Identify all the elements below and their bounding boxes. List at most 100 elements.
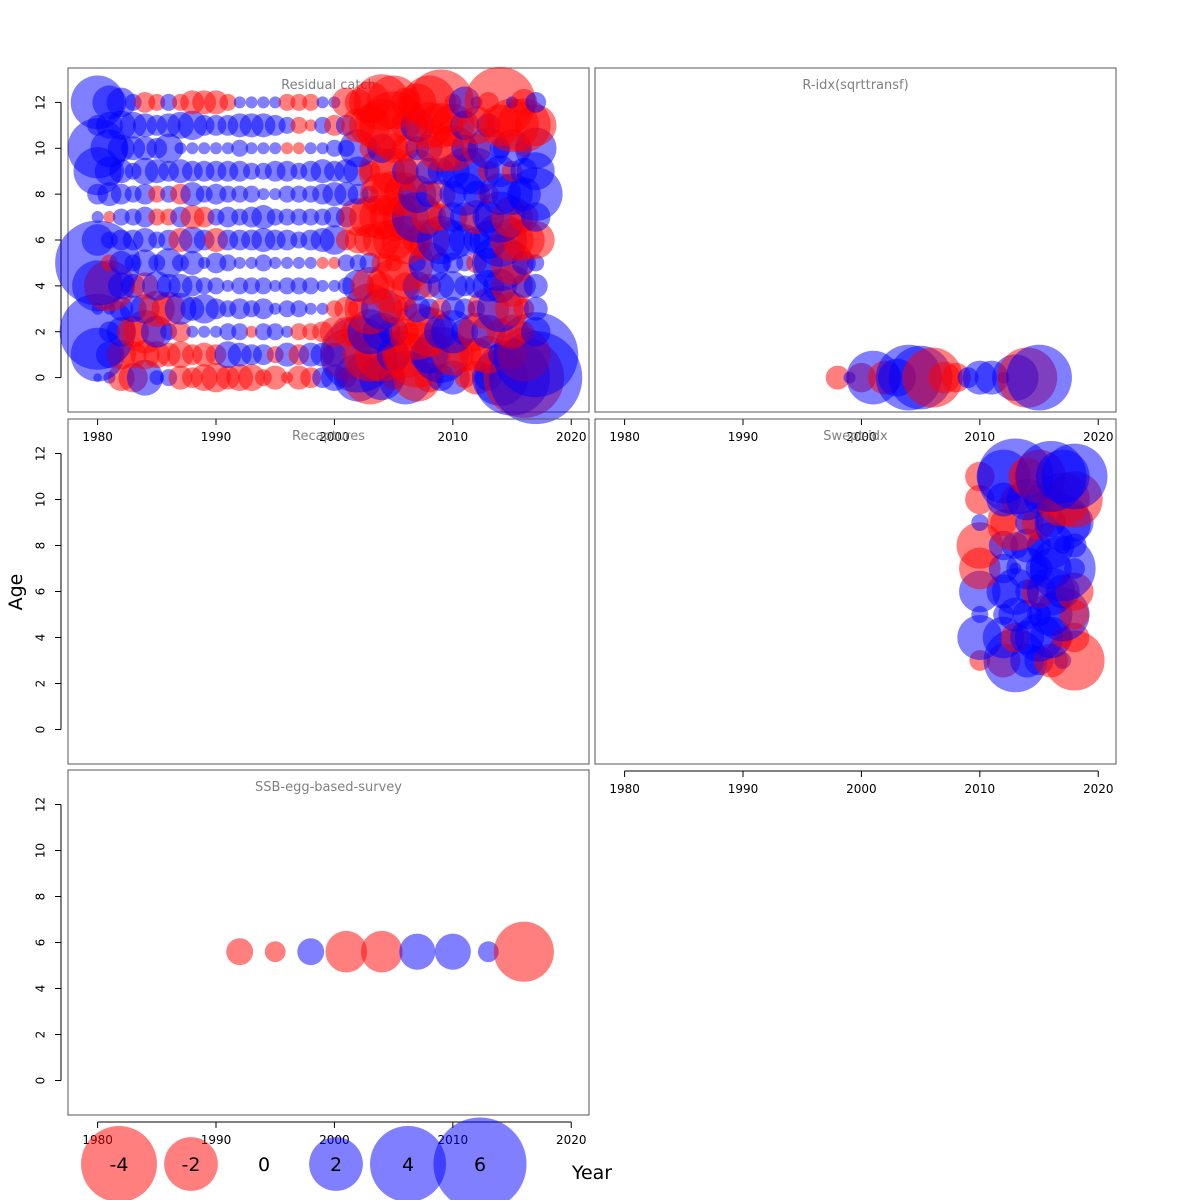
x-axis-title: Year xyxy=(571,1162,612,1184)
residual-bubble xyxy=(112,208,130,226)
x-tick-label: 2020 xyxy=(556,1133,587,1147)
y-tick-label: 6 xyxy=(34,939,48,947)
y-tick-label: 12 xyxy=(34,446,48,461)
legend-bubble xyxy=(81,1126,157,1200)
residual-bubble xyxy=(408,69,474,136)
residual-bubble xyxy=(304,302,317,315)
legend-label: -2 xyxy=(182,1154,201,1176)
panel-title: R-idx(sqrttransf) xyxy=(802,78,908,93)
residual-bubble xyxy=(278,277,296,295)
size-legend: -4 -2 0 2 4 6 xyxy=(81,1117,527,1200)
residual-bubble xyxy=(207,277,225,295)
residual-bubble xyxy=(281,325,294,338)
residual-bubble xyxy=(281,256,294,269)
residual-bubble xyxy=(243,185,261,203)
residual-bubble xyxy=(302,208,320,226)
x-tick-label: 2020 xyxy=(1083,430,1114,444)
residual-bubble xyxy=(243,162,261,180)
legend-label: 2 xyxy=(330,1154,342,1176)
residual-bubble xyxy=(269,96,282,109)
legend-label: -4 xyxy=(110,1154,129,1176)
legend-bubble xyxy=(370,1126,446,1200)
residual-bubble xyxy=(106,87,137,118)
x-tick-label: 1990 xyxy=(201,1133,232,1147)
residual-bubble xyxy=(257,188,270,201)
residual-bubble xyxy=(198,325,211,338)
residual-bubble xyxy=(477,941,499,963)
panel-title: Swept-idx xyxy=(823,429,888,444)
residual-bubble xyxy=(257,96,270,109)
residual-bubble xyxy=(325,930,368,973)
x-tick-label: 2020 xyxy=(556,430,587,444)
residual-bubble xyxy=(290,323,308,341)
residual-bubble xyxy=(153,133,184,163)
residual-bubble xyxy=(328,279,341,292)
residual-bubble xyxy=(434,933,471,970)
residual-bubble xyxy=(263,365,288,390)
residual-bubble xyxy=(290,185,308,203)
residual-bubble xyxy=(245,325,258,338)
residual-bubble xyxy=(278,300,296,318)
residual-bubble xyxy=(148,208,166,226)
panel-frame xyxy=(67,769,590,1116)
residual-bubble xyxy=(304,142,317,155)
residual-bubble xyxy=(399,933,436,970)
panel-frame xyxy=(594,418,1117,765)
residual-bubble xyxy=(149,370,165,385)
residual-bubble xyxy=(464,66,536,138)
residual-bubble xyxy=(266,208,284,226)
residual-bubble xyxy=(148,93,166,111)
legend-label: 6 xyxy=(474,1154,486,1176)
residual-bubble xyxy=(269,302,282,315)
x-tick-label: 1980 xyxy=(82,430,113,444)
residual-bubble xyxy=(266,323,284,341)
residual-bubble xyxy=(233,96,246,109)
residual-bubble xyxy=(231,277,249,295)
y-tick-label: 8 xyxy=(34,893,48,901)
residual-bubble xyxy=(825,365,850,390)
residual-bubble xyxy=(304,256,317,269)
y-tick-label: 4 xyxy=(34,985,48,993)
residual-bubble xyxy=(269,256,282,269)
residual-bubble xyxy=(290,277,308,295)
residual-bubble xyxy=(186,325,199,338)
residual-bubble xyxy=(81,224,114,256)
x-tick-label: 2000 xyxy=(846,782,877,796)
residual-bubble xyxy=(316,256,329,269)
y-tick-label: 2 xyxy=(34,680,48,688)
legend-label: 0 xyxy=(258,1154,270,1176)
y-tick-label: 10 xyxy=(34,492,48,507)
residual-bubble xyxy=(219,93,237,111)
legend-bubble xyxy=(433,1117,527,1200)
panel-4: Swept-idx 1980 1990 2000 2010 2020 xyxy=(594,418,1117,796)
x-tick-label: 1990 xyxy=(728,430,759,444)
residual-bubble xyxy=(245,256,258,269)
residual-bubble xyxy=(523,273,548,298)
residual-bubble xyxy=(254,277,272,295)
y-tick-label: 0 xyxy=(34,1077,48,1085)
residual-bubble xyxy=(337,254,355,272)
residual-bubble xyxy=(281,142,294,155)
residual-bubble xyxy=(174,142,187,155)
residual-bubble xyxy=(269,142,282,155)
panel-frame xyxy=(67,418,590,765)
residual-bubble xyxy=(226,938,254,966)
residual-bubble xyxy=(290,300,308,318)
y-tick-label: 8 xyxy=(34,542,48,550)
residual-bubble xyxy=(316,96,329,109)
y-tick-label: 0 xyxy=(34,726,48,734)
residual-bubble xyxy=(304,119,317,132)
residual-bubble xyxy=(170,321,191,343)
residual-bubble xyxy=(316,302,329,315)
residual-bubble xyxy=(243,277,261,295)
residual-bubble xyxy=(254,323,272,341)
residual-bubble xyxy=(290,116,308,134)
x-tick-label: 2010 xyxy=(965,782,996,796)
y-tick-label: 10 xyxy=(34,141,48,156)
residual-bubble xyxy=(198,142,211,155)
residual-bubble xyxy=(153,248,184,278)
residual-bubble xyxy=(290,208,308,226)
y-tick-label: 8 xyxy=(34,190,48,198)
residual-bubble xyxy=(219,254,237,272)
